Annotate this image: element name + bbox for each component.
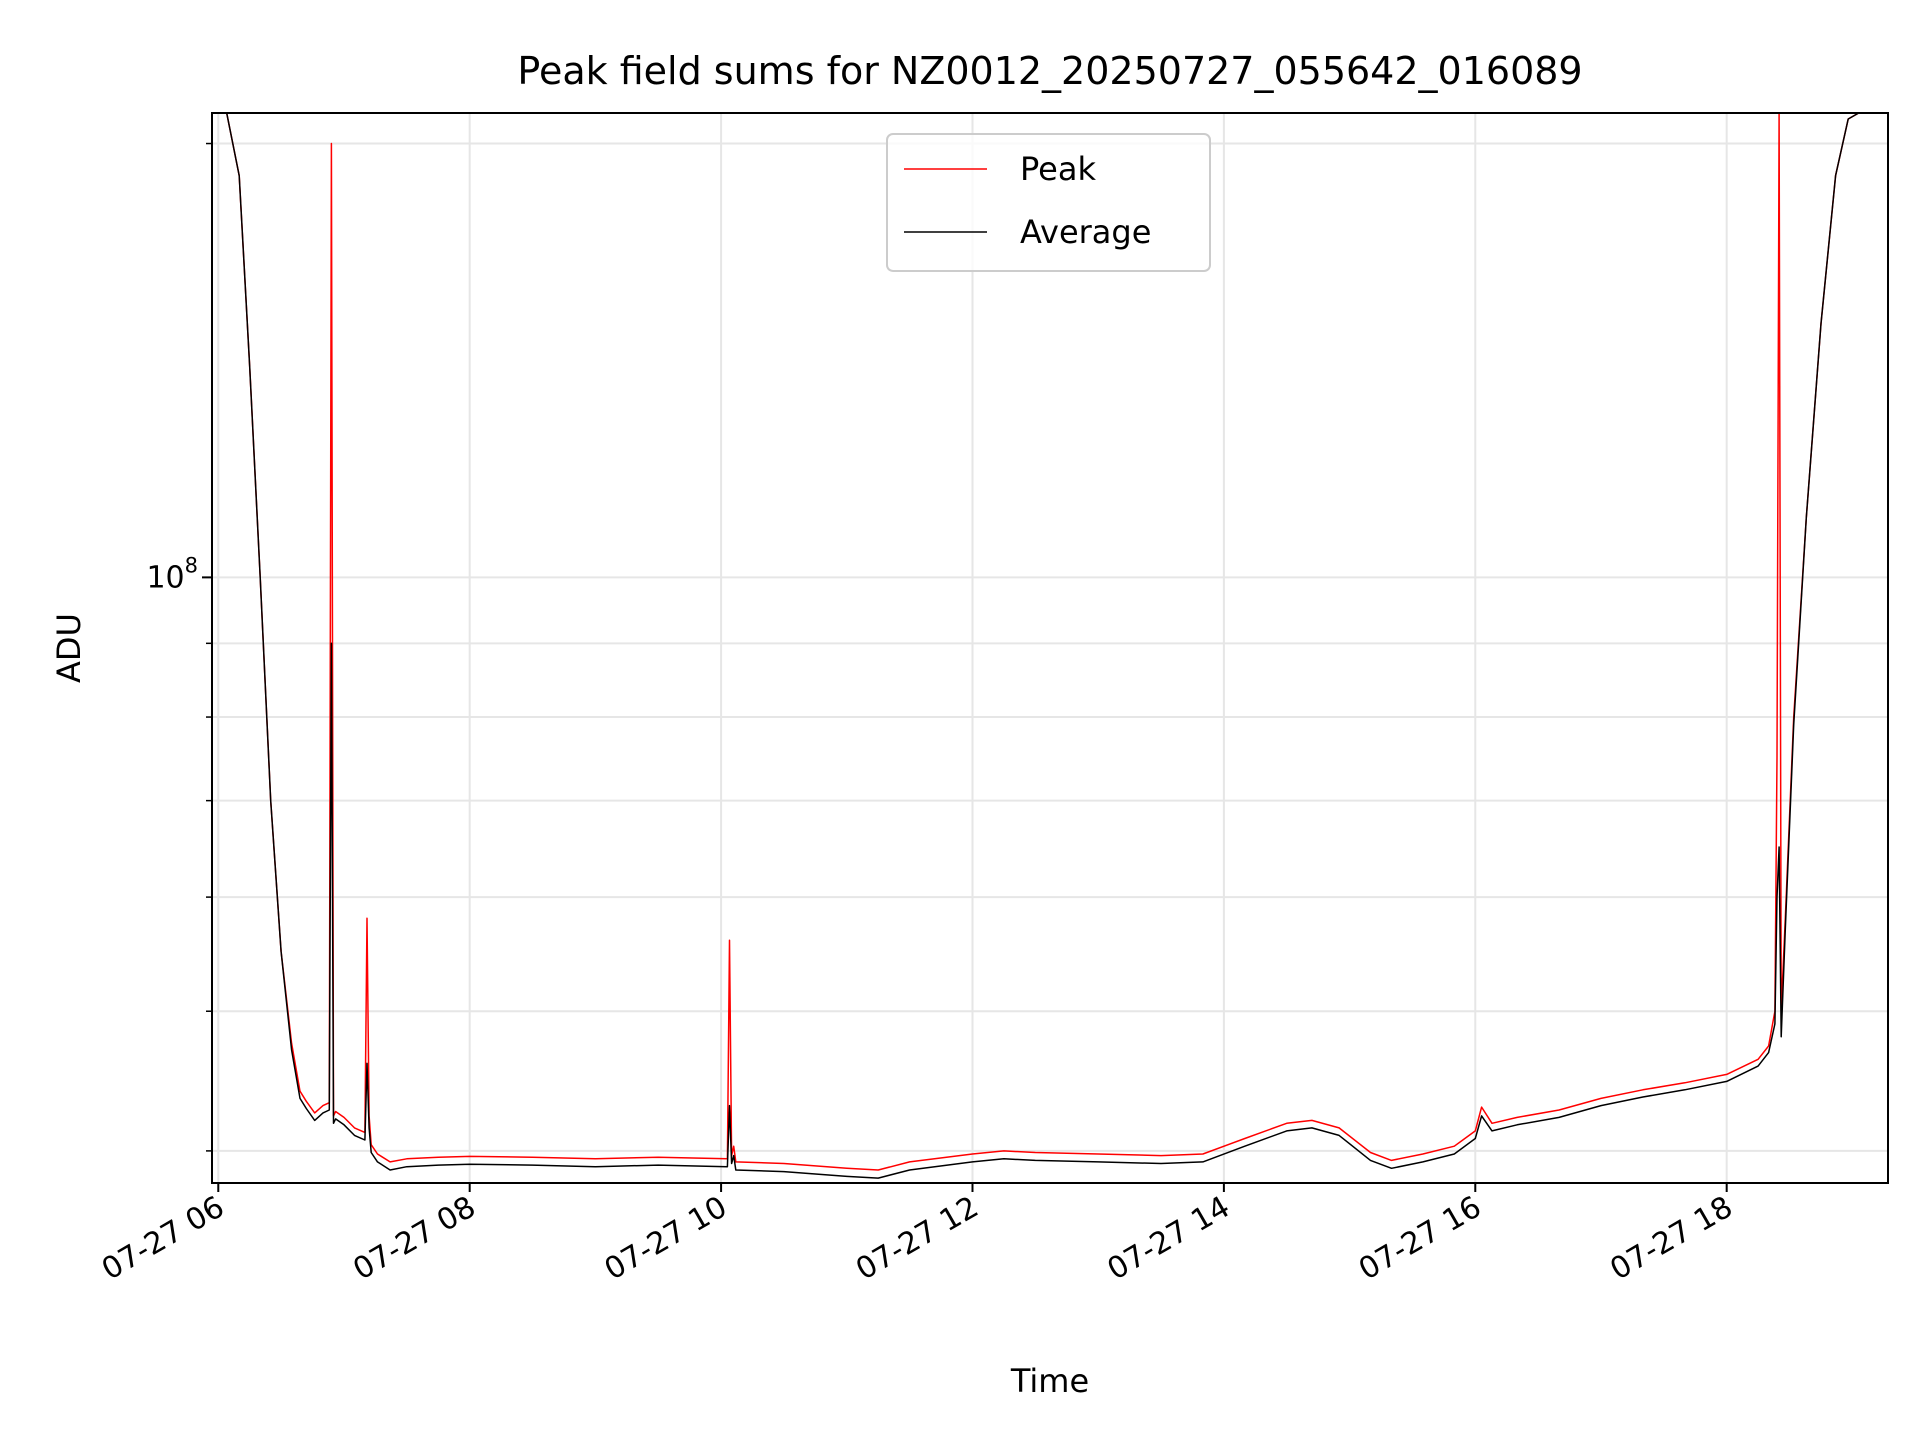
y-tick-exponent: 8 (185, 553, 198, 577)
series-line-average (212, 112, 1888, 1179)
legend-label-average: Average (1020, 213, 1151, 251)
series-line-peak (212, 112, 1888, 1171)
y-tick-label: 108 (146, 553, 198, 595)
x-axis-label: Time (1010, 1362, 1089, 1400)
plot-frame (211, 112, 1889, 1184)
series-group (212, 112, 1888, 1179)
y-axis-label: ADU (50, 613, 88, 683)
chart-title: Peak field sums for NZ0012_20250727_0556… (517, 49, 1582, 93)
legend: Peak Average (886, 133, 1211, 272)
legend-label-peak: Peak (1020, 150, 1096, 188)
